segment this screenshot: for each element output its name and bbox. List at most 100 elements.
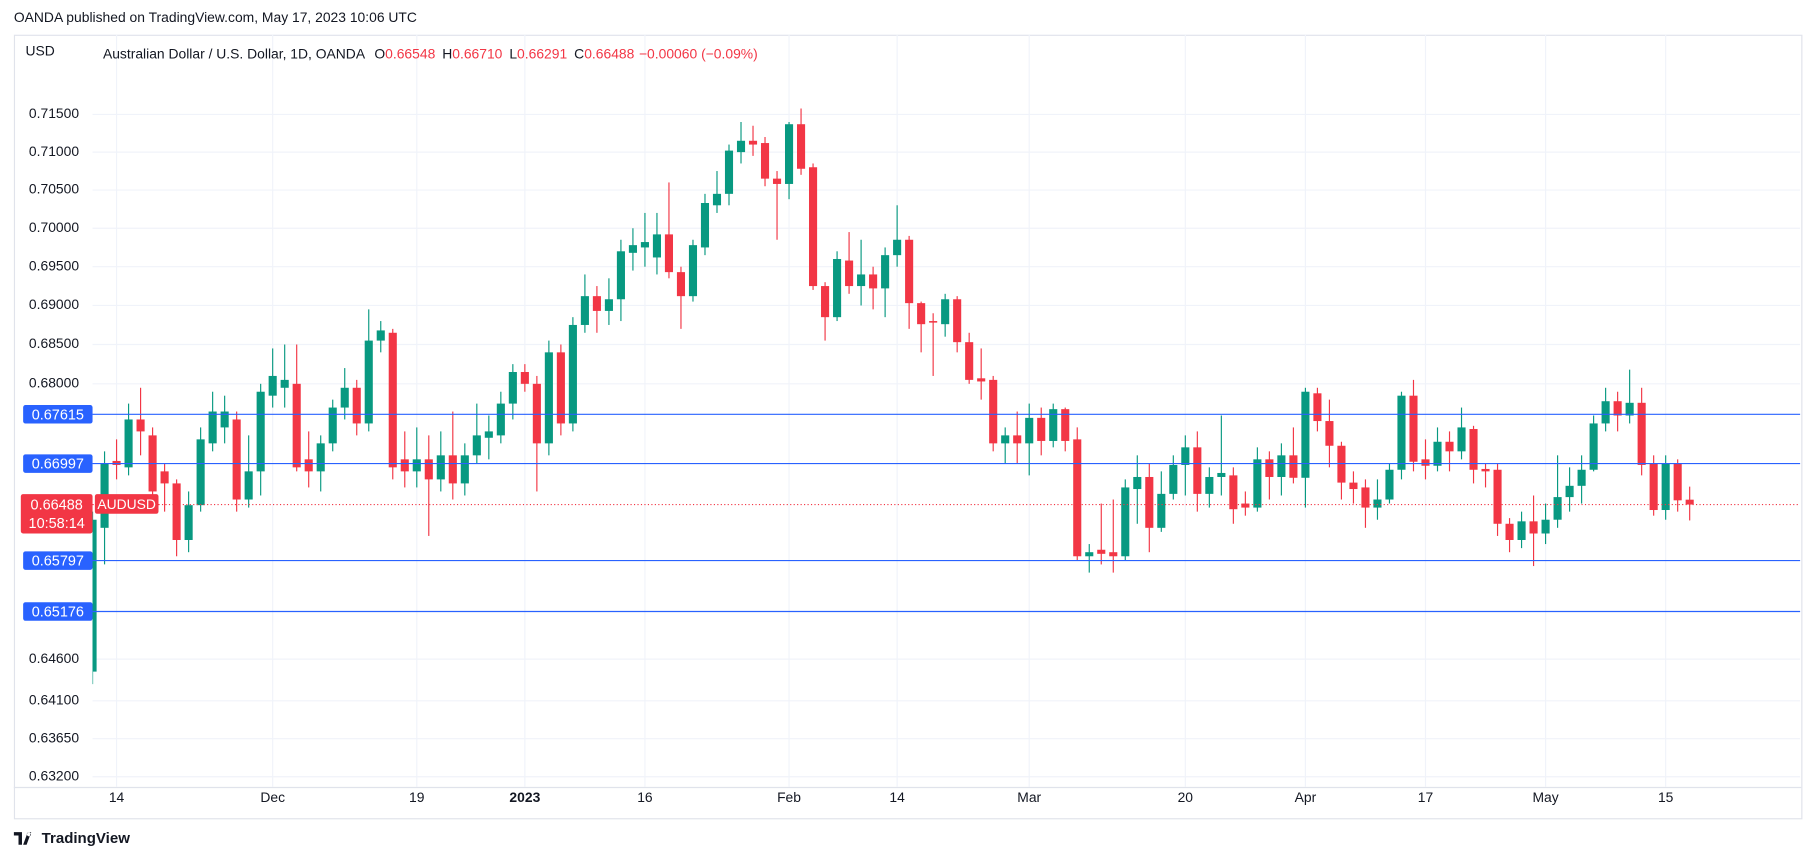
- candle-body: [520, 372, 529, 384]
- x-tick-label: May: [1532, 789, 1558, 805]
- y-tick-label: 0.64600: [29, 650, 79, 666]
- candle-body: [1169, 464, 1178, 494]
- candle-body: [196, 439, 205, 506]
- candle-body: [400, 459, 409, 472]
- candle-body: [1625, 402, 1634, 416]
- x-tick-label: 14: [109, 789, 125, 805]
- candle-body: [736, 140, 746, 153]
- candle-body: [508, 372, 517, 404]
- candle-body: [1109, 552, 1118, 557]
- candle-body: [1049, 409, 1058, 441]
- candle-body: [1601, 401, 1610, 424]
- candle-body: [1565, 485, 1574, 498]
- candle-body: [232, 419, 241, 500]
- candle-body: [1241, 503, 1250, 508]
- candle-body: [809, 167, 818, 287]
- candle-body: [124, 419, 133, 468]
- published-note: OANDA published on TradingView.com, May …: [14, 9, 417, 25]
- candle-body: [869, 274, 878, 289]
- price-line-label-box: [23, 602, 93, 621]
- x-tick-label: 16: [637, 789, 653, 805]
- candle-body: [172, 483, 181, 540]
- y-tick-label: 0.64100: [29, 692, 79, 708]
- candle-body: [1145, 476, 1154, 528]
- candle-body: [160, 471, 169, 484]
- candle-body: [1553, 497, 1562, 520]
- y-tick-label: 0.68500: [29, 335, 79, 351]
- y-tick-label: 0.63200: [29, 767, 79, 783]
- candle-body: [1493, 469, 1502, 524]
- legend-value: 0.66710: [452, 45, 502, 61]
- price-line-label: 0.67615: [32, 407, 84, 423]
- candle-body: [1589, 423, 1598, 470]
- x-tick-label: Feb: [777, 789, 801, 805]
- currency-label: USD: [25, 43, 54, 59]
- candle-body: [845, 260, 854, 287]
- candle-body: [628, 245, 637, 253]
- candle-body: [1133, 476, 1142, 490]
- candle-body: [352, 387, 361, 424]
- candle-body: [1097, 549, 1106, 554]
- candle-body: [1205, 476, 1214, 494]
- candle-body: [917, 303, 926, 325]
- chart-frame: [13, 34, 1803, 820]
- candle-body: [1121, 487, 1130, 557]
- candle-body: [92, 519, 97, 672]
- candle-body: [1061, 409, 1070, 441]
- candle-body: [592, 296, 601, 311]
- x-tick-label: 2023: [509, 789, 540, 805]
- candle-body: [436, 455, 445, 480]
- candle-body: [1217, 472, 1226, 477]
- candle-body: [1517, 521, 1526, 540]
- candle-body: [748, 140, 758, 145]
- candle-body: [556, 352, 565, 424]
- candle-body: [256, 391, 265, 472]
- last-price-label: 0.66488: [31, 497, 83, 513]
- candle-body: [821, 286, 830, 318]
- legend-value: 0.66488: [584, 45, 634, 61]
- candle-body: [220, 411, 229, 428]
- candle-body: [1253, 459, 1262, 508]
- candle-body: [388, 332, 397, 468]
- candle-body: [1013, 435, 1022, 444]
- y-tick-label: 0.71000: [29, 143, 79, 159]
- candle-body: [1181, 447, 1190, 465]
- candle-body: [676, 272, 686, 297]
- last-price-box: [20, 494, 93, 534]
- countdown-label: 10:58:14: [29, 516, 85, 532]
- candle-body: [1229, 475, 1238, 510]
- candle-body: [472, 435, 481, 456]
- candle-body: [1289, 455, 1298, 478]
- candle-body: [941, 299, 950, 325]
- candle-body: [1445, 441, 1454, 452]
- price-line-label-box: [23, 454, 93, 473]
- y-tick-label: 0.69500: [29, 257, 79, 273]
- candle-body: [929, 321, 938, 323]
- candle-body: [1325, 421, 1334, 446]
- y-tick-label: 0.69000: [29, 296, 79, 312]
- candle-body: [1649, 463, 1658, 511]
- x-tick-label: 17: [1418, 789, 1434, 805]
- candle-body: [1397, 395, 1406, 470]
- candle-body: [760, 143, 770, 179]
- candle-body: [688, 245, 698, 297]
- candle-body: [1193, 447, 1202, 494]
- candle-body: [965, 342, 974, 380]
- candle-body: [316, 443, 325, 472]
- price-line-label: 0.65176: [32, 604, 84, 620]
- candle-body: [857, 274, 866, 287]
- candle-body: [989, 379, 998, 444]
- candle-body: [1349, 482, 1358, 490]
- x-tick-label: 20: [1178, 789, 1194, 805]
- candle-body: [292, 383, 301, 468]
- candle-body: [1685, 499, 1694, 505]
- candle-body: [184, 505, 193, 540]
- legend-value: 0.66291: [517, 45, 567, 61]
- x-tick-label: 19: [409, 789, 425, 805]
- candle-body: [1637, 402, 1646, 465]
- candle-body: [1157, 493, 1166, 528]
- candle-body: [1529, 521, 1538, 534]
- candle-body: [364, 340, 373, 424]
- candle-body: [1085, 552, 1094, 557]
